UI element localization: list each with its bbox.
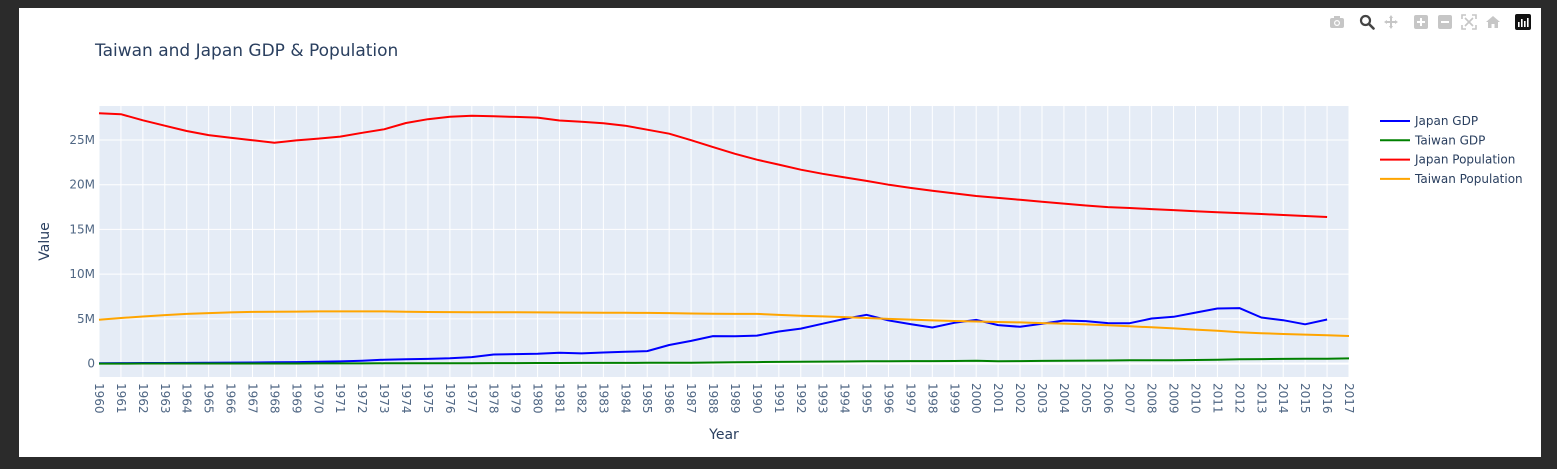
x-tick-labels: 1960 1961 1962 1963 1964 1965 1966 1967 1968 1969… — [92, 383, 1356, 414]
x-tick-label: 1978 — [487, 383, 501, 414]
x-tick-label: 2001 — [991, 383, 1005, 414]
x-tick-label: 2017 — [1342, 383, 1356, 414]
x-tick-label: 1996 — [881, 383, 895, 414]
x-tick-label: 1986 — [662, 383, 676, 414]
zoom-icon[interactable] — [1355, 12, 1379, 32]
x-tick-label: 2012 — [1232, 383, 1246, 414]
legend-label: Japan Population — [1414, 153, 1515, 167]
x-tick-label: 2009 — [1167, 383, 1181, 414]
x-tick-label: 1960 — [92, 383, 106, 414]
chart-title: Taiwan and Japan GDP & Population — [94, 41, 398, 61]
series-lines — [98, 112, 1350, 365]
x-tick-label: 2010 — [1188, 383, 1202, 414]
x-tick-label: 1999 — [947, 383, 961, 414]
x-tick-label: 1984 — [618, 383, 632, 414]
x-tick-label: 2004 — [1057, 383, 1071, 414]
x-tick-label: 2000 — [969, 383, 983, 414]
x-tick-label: 1977 — [465, 383, 479, 414]
x-tick-label: 1971 — [333, 383, 347, 414]
series-line-japan-gdp[interactable] — [98, 307, 1328, 365]
x-tick-label: 1965 — [202, 383, 216, 414]
x-tick-label: 2007 — [1123, 383, 1137, 414]
series-line-taiwan-gdp[interactable] — [99, 357, 1350, 365]
y-tick-label: 10M — [69, 267, 95, 281]
y-tick-label: 25M — [69, 133, 95, 147]
y-tick-labels: 0 5M 10M 15M 20M 25M — [69, 133, 95, 371]
legend-item-japan-population[interactable]: Japan Population — [1380, 153, 1515, 167]
x-tick-label: 1969 — [289, 383, 303, 414]
legend-item-japan-gdp[interactable]: Japan GDP — [1380, 114, 1478, 128]
pan-icon[interactable] — [1379, 12, 1403, 32]
y-axis-label: Value — [37, 222, 53, 260]
x-gridlines — [98, 106, 1350, 377]
legend-label: Taiwan GDP — [1414, 133, 1485, 147]
legend[interactable]: Japan GDP Taiwan GDP Japan Population Taiwa… — [1380, 114, 1523, 186]
series-line-taiwan-population[interactable] — [98, 310, 1350, 337]
x-tick-label: 1989 — [728, 383, 742, 414]
x-tick-label: 1985 — [640, 383, 654, 414]
x-tick-label: 1970 — [311, 383, 325, 414]
x-tick-label: 1982 — [574, 383, 588, 414]
plot-container: 0 5M 10M 15M 20M 25M 1960 1961 1962 1963 1964 1965… — [19, 8, 1541, 457]
x-tick-label: 1980 — [531, 383, 545, 414]
zoom-out-icon[interactable] — [1433, 12, 1457, 32]
x-tick-label: 1991 — [772, 383, 786, 414]
x-tick-label: 2013 — [1254, 383, 1268, 414]
x-tick-label: 1988 — [706, 383, 720, 414]
x-tick-label: 1995 — [860, 383, 874, 414]
camera-icon[interactable] — [1325, 12, 1349, 32]
x-tick-label: 1962 — [136, 383, 150, 414]
x-tick-label: 1994 — [838, 383, 852, 414]
chart-svg[interactable]: 0 5M 10M 15M 20M 25M 1960 1961 1962 1963 1964 1965… — [19, 8, 1541, 457]
x-tick-label: 2015 — [1298, 383, 1312, 414]
x-tick-label: 1973 — [377, 383, 391, 414]
x-tick-label: 2005 — [1079, 383, 1093, 414]
legend-label: Taiwan Population — [1414, 172, 1523, 186]
x-tick-label: 1983 — [596, 383, 610, 414]
x-tick-label: 1997 — [903, 383, 917, 414]
x-tick-label: 1964 — [180, 383, 194, 414]
autoscale-icon[interactable] — [1457, 12, 1481, 32]
x-tick-label: 1975 — [421, 383, 435, 414]
x-tick-label: 1987 — [684, 383, 698, 414]
zoom-in-icon[interactable] — [1409, 12, 1433, 32]
y-tick-label: 5M — [77, 312, 95, 326]
legend-item-taiwan-population[interactable]: Taiwan Population — [1380, 172, 1523, 186]
modebar — [1325, 12, 1535, 32]
x-tick-label: 1966 — [224, 383, 238, 414]
legend-item-taiwan-gdp[interactable]: Taiwan GDP — [1380, 133, 1485, 147]
x-tick-label: 1992 — [794, 383, 808, 414]
x-axis-label: Year — [708, 427, 739, 443]
plotly-logo-icon[interactable] — [1511, 12, 1535, 32]
x-tick-label: 2011 — [1210, 383, 1224, 414]
y-tick-label: 20M — [69, 178, 95, 192]
series-line-japan-population[interactable] — [98, 112, 1328, 218]
x-tick-label: 2016 — [1320, 383, 1334, 414]
x-tick-label: 1968 — [267, 383, 281, 414]
x-tick-label: 1998 — [925, 383, 939, 414]
reset-axes-icon[interactable] — [1481, 12, 1505, 32]
x-tick-label: 2006 — [1101, 383, 1115, 414]
y-tick-label: 15M — [69, 222, 95, 236]
x-tick-label: 2014 — [1276, 383, 1290, 414]
x-tick-label: 1990 — [750, 383, 764, 414]
x-tick-label: 1979 — [509, 383, 523, 414]
x-tick-label: 1972 — [355, 383, 369, 414]
x-tick-label: 1976 — [443, 383, 457, 414]
y-tick-label: 0 — [87, 357, 95, 371]
x-tick-label: 2008 — [1145, 383, 1159, 414]
legend-label: Japan GDP — [1414, 114, 1478, 128]
x-tick-label: 1963 — [158, 383, 172, 414]
x-tick-label: 1974 — [399, 383, 413, 414]
x-tick-label: 1967 — [246, 383, 260, 414]
x-tick-label: 2002 — [1013, 383, 1027, 414]
x-tick-label: 1961 — [114, 383, 128, 414]
x-tick-label: 1981 — [553, 383, 567, 414]
x-tick-label: 2003 — [1035, 383, 1049, 414]
x-tick-label: 1993 — [816, 383, 830, 414]
